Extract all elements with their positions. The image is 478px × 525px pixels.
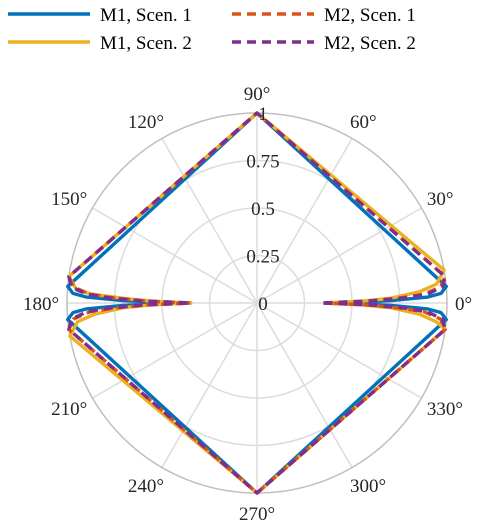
- series-line-2: [67, 111, 447, 495]
- legend-label-2: M1, Scen. 2: [100, 33, 192, 54]
- theta-tick-label: 180°: [23, 294, 59, 315]
- theta-tick-label: 0°: [455, 294, 472, 315]
- r-tick-label: 0.25: [246, 247, 279, 268]
- series-line-3: [67, 111, 447, 495]
- theta-tick-label: 90°: [244, 84, 271, 105]
- series-layer: [66, 111, 448, 495]
- r-tick-label: 1: [258, 104, 268, 125]
- r-tick-label: 0: [258, 294, 268, 315]
- theta-tick-label: 60°: [350, 112, 377, 133]
- theta-tick-label: 30°: [427, 189, 454, 210]
- legend-label-3: M2, Scen. 1: [324, 5, 416, 26]
- legend: M1, Scen. 1 M2, Scen. 1 M1, Scen. 2 M2, Sce…: [8, 5, 416, 54]
- radial-tick-labels: 0 0.25 0.5 0.75 1: [246, 104, 279, 315]
- theta-tick-label: 150°: [51, 189, 87, 210]
- theta-tick-label: 330°: [427, 399, 463, 420]
- theta-tick-label: 270°: [239, 504, 275, 525]
- legend-label-1: M1, Scen. 1: [100, 5, 192, 26]
- r-tick-label: 0.5: [251, 199, 275, 220]
- r-tick-label: 0.75: [246, 152, 279, 173]
- theta-tick-label: 300°: [350, 476, 386, 497]
- theta-tick-label: 240°: [128, 476, 164, 497]
- angular-tick-labels: 0° 30° 60° 90° 120° 150° 180° 210° 240° 270° 300° 3…: [23, 84, 472, 525]
- legend-label-4: M2, Scen. 2: [324, 33, 416, 54]
- grid-ring-3: [113, 159, 401, 447]
- theta-tick-label: 120°: [128, 112, 164, 133]
- theta-tick-label: 210°: [51, 399, 87, 420]
- series-line-4: [67, 111, 447, 495]
- grid-ring-1: [208, 254, 306, 352]
